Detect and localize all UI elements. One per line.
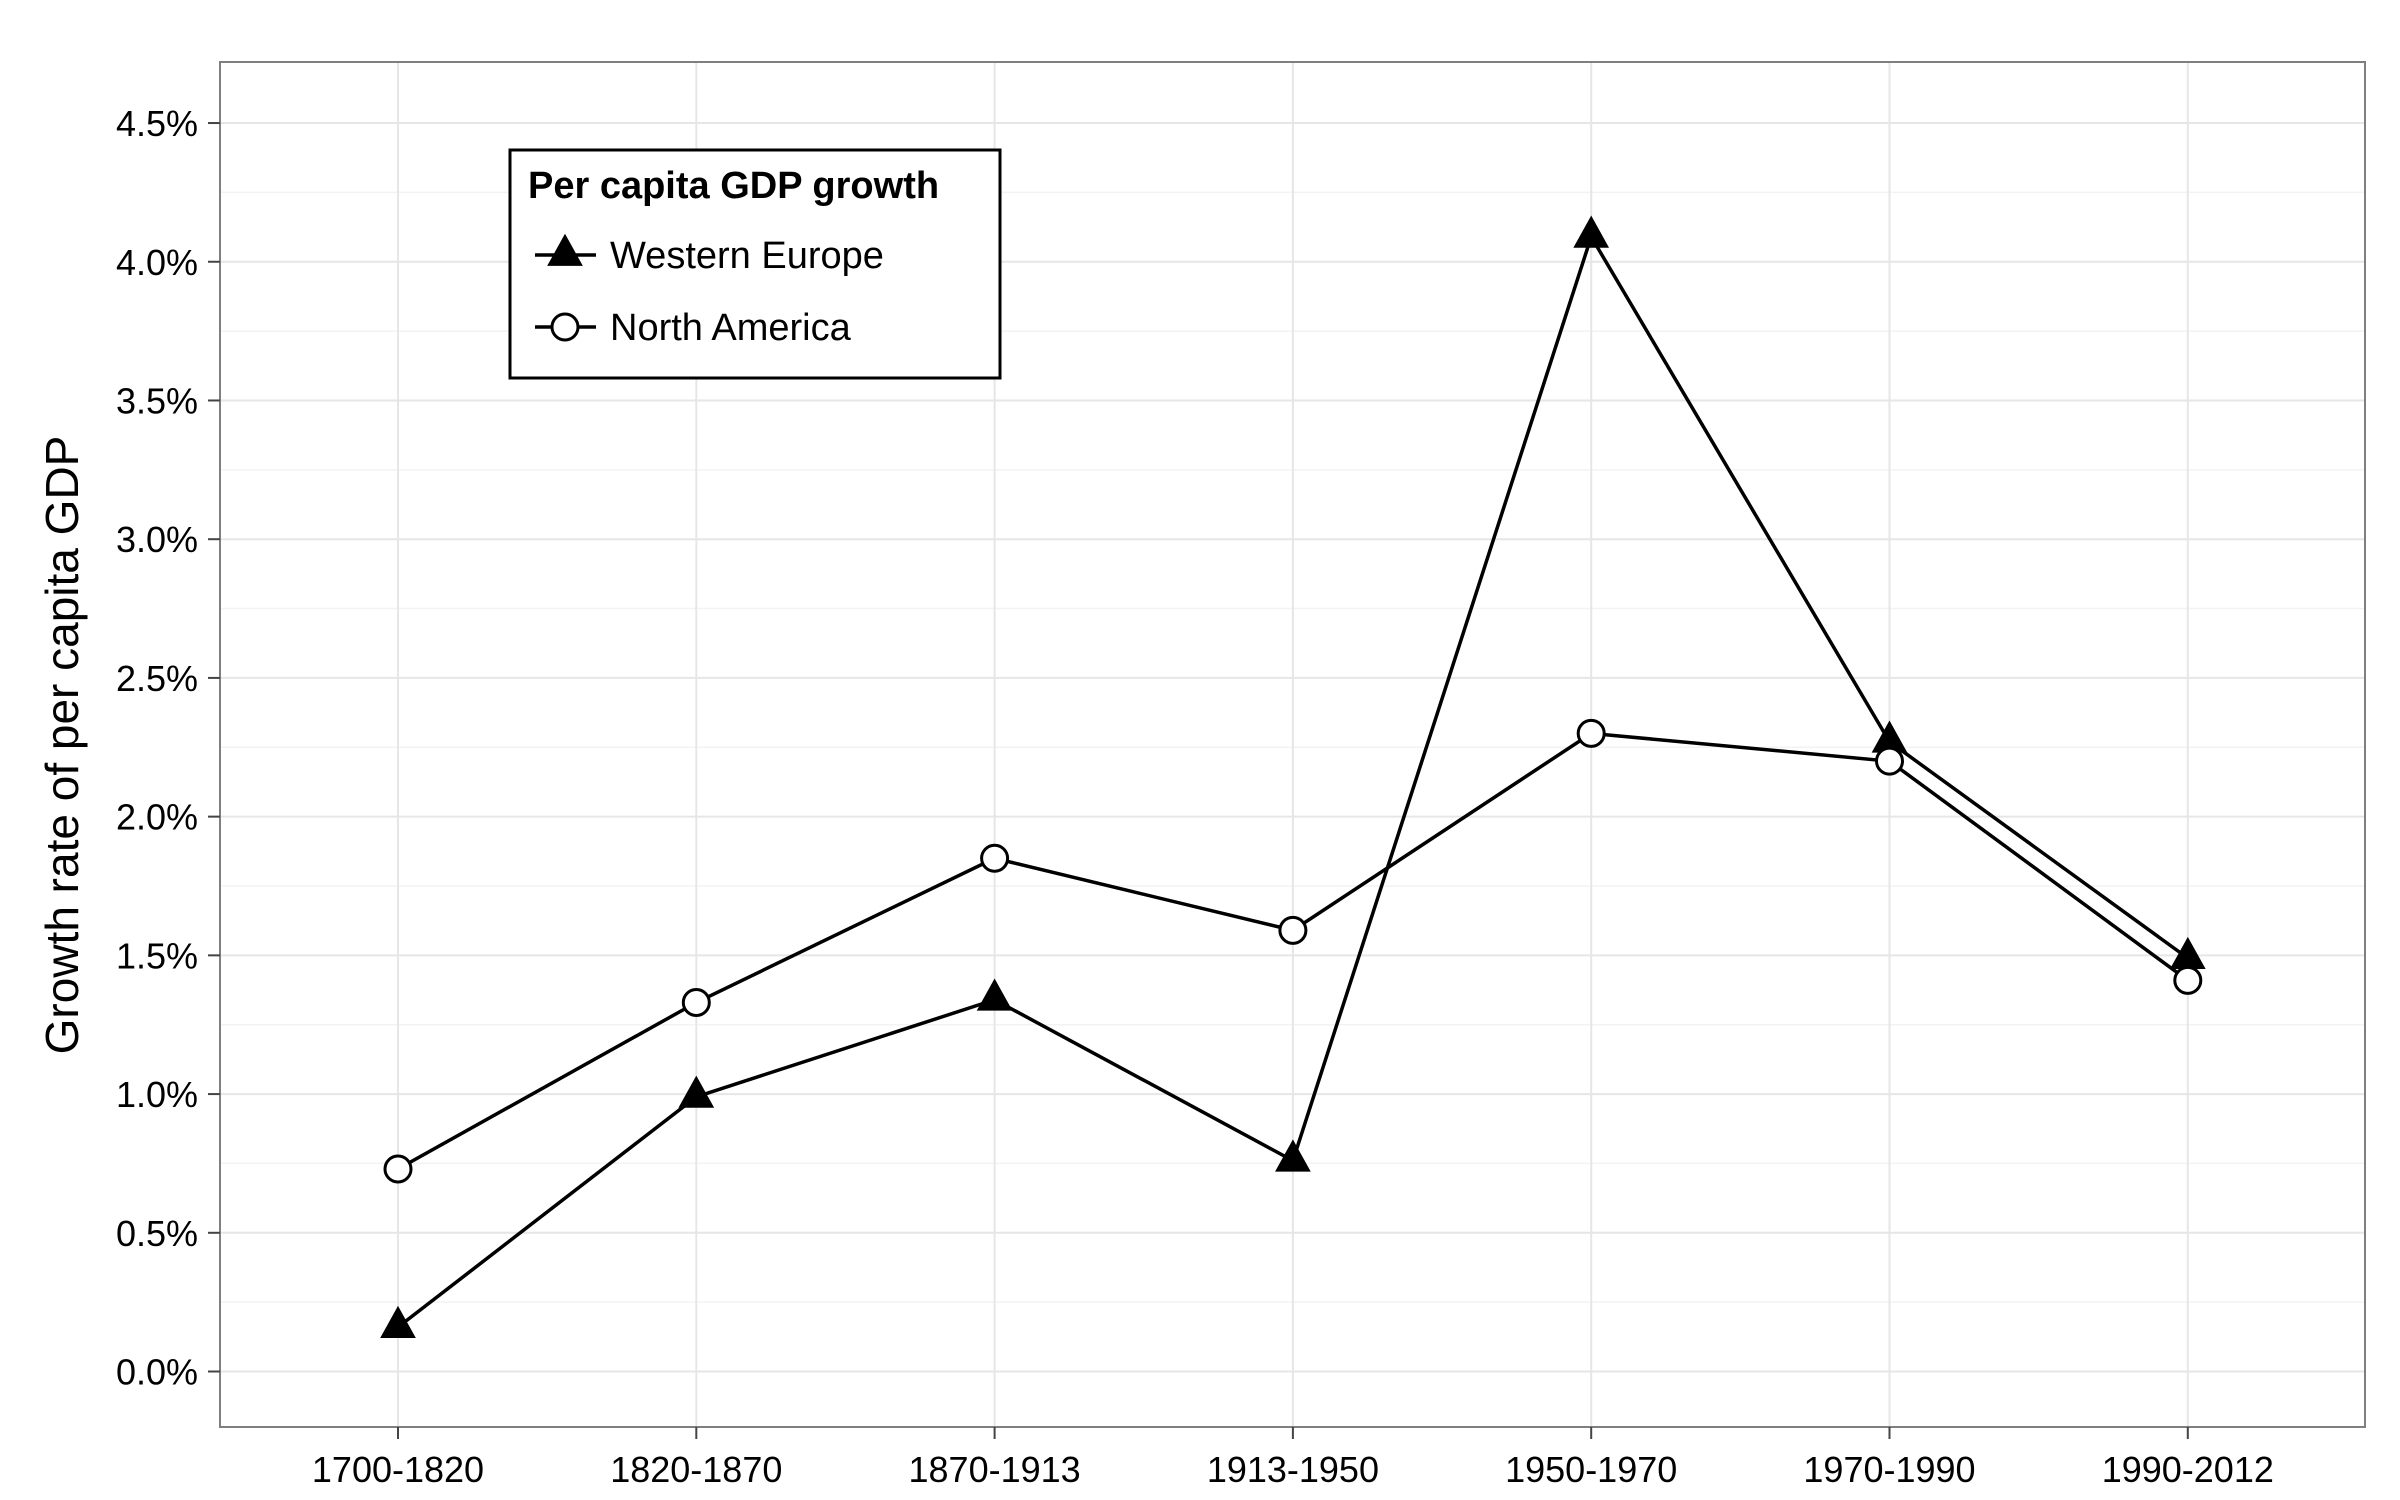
y-tick-label: 2.0% <box>116 797 198 838</box>
data-point-circle <box>1278 915 1308 945</box>
data-point-circle <box>980 843 1010 873</box>
y-tick-label: 3.5% <box>116 380 198 421</box>
legend-title: Per capita GDP growth <box>528 165 939 207</box>
legend-label: North America <box>610 307 852 349</box>
x-axis: 1700-1820 1820-1870 1870-1913 1913-1950 1950… <box>312 1427 2274 1490</box>
data-point-triangle <box>2169 936 2206 970</box>
data-point-triangle <box>1573 215 1610 248</box>
legend-items: Western Europe North America <box>535 233 884 349</box>
legend-label: Western Europe <box>610 235 884 277</box>
y-tick-label: 0.0% <box>116 1352 198 1393</box>
x-tick-label: 1950-1970 <box>1505 1449 1677 1490</box>
x-tick-label: 1870-1913 <box>909 1449 1081 1490</box>
data-point-circle <box>383 1154 413 1184</box>
x-tick-label: 1700-1820 <box>312 1449 484 1490</box>
legend-item: Western Europe <box>535 233 884 277</box>
y-tick-label: 4.0% <box>116 242 198 283</box>
legend-item: North America <box>535 307 852 349</box>
x-tick-label: 1990-2012 <box>2102 1449 2274 1490</box>
x-tick-label: 1820-1870 <box>610 1449 782 1490</box>
legend-circle-marker <box>550 312 580 342</box>
y-tick-label: 4.5% <box>116 103 198 144</box>
data-point-triangle <box>1275 1139 1311 1172</box>
y-tick-label: 3.0% <box>116 519 198 560</box>
y-tick-label: 2.5% <box>116 658 198 699</box>
legend-box <box>508 148 1002 380</box>
data-point-triangle <box>976 978 1013 1011</box>
data-point-circle <box>1576 718 1606 748</box>
y-axis-title: Growth rate of per capita GDP <box>36 436 88 1055</box>
series-lines <box>380 215 2206 1339</box>
y-tick-label: 0.5% <box>116 1213 198 1254</box>
data-point-triangle <box>678 1075 715 1108</box>
y-tick-label: 1.5% <box>116 935 198 976</box>
series-north-america <box>383 718 2203 1184</box>
x-tick-label: 1913-1950 <box>1207 1449 1379 1490</box>
series-western-europe <box>380 215 2206 1339</box>
legend-triangle-marker <box>547 233 583 266</box>
data-point-triangle <box>380 1305 416 1339</box>
legend: Per capita GDP growth Western Europe Nort… <box>508 148 1002 380</box>
data-point-circle <box>2173 965 2203 995</box>
x-tick-label: 1970-1990 <box>1803 1449 1975 1490</box>
y-axis: 0.0% 0.5% 1.0% 1.5% 2.0% 2.5% 3.0% 3.5% 4.0% 4.5% <box>116 103 220 1393</box>
y-tick-label: 1.0% <box>116 1074 198 1115</box>
data-point-circle <box>1875 746 1904 776</box>
data-point-circle <box>681 988 711 1018</box>
